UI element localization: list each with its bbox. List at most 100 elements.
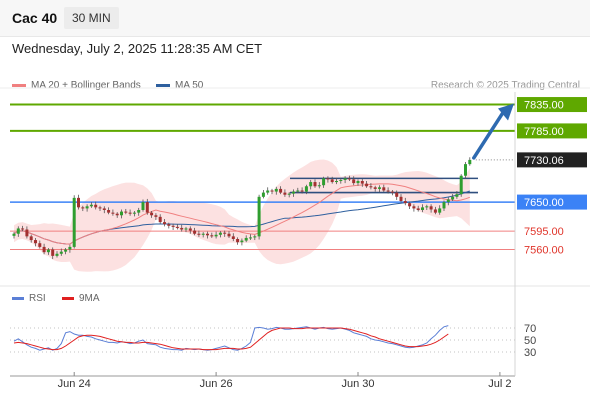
- chart-header: Cac 40 30 MIN: [0, 0, 590, 37]
- projection-arrow-head: [498, 103, 514, 121]
- candle-body-7: [42, 246, 46, 253]
- candle-body-104: [459, 175, 463, 195]
- rsi-level-label-30: 30: [524, 347, 536, 359]
- candle-body-102: [451, 196, 455, 200]
- candle-body-28: [132, 212, 136, 214]
- candle-body-96: [425, 206, 429, 208]
- level-tag-7730.06: 7730.06: [524, 155, 564, 167]
- candle-body-27: [128, 212, 132, 214]
- candle-body-69: [309, 182, 313, 187]
- candle-body-9: [51, 249, 55, 256]
- candle-body-36: [167, 224, 171, 226]
- legend-label-ma20: MA 20 + Bollinger Bands: [31, 80, 141, 91]
- candle-body-51: [231, 236, 235, 239]
- candle-body-100: [442, 202, 446, 209]
- candle-body-6: [38, 243, 42, 247]
- candle-body-91: [403, 201, 407, 204]
- rsi-level-label-70: 70: [524, 323, 536, 335]
- candle-body-1: [16, 228, 20, 234]
- candle-body-58: [261, 192, 265, 197]
- candle-body-92: [408, 203, 412, 207]
- candle-body-43: [197, 233, 201, 235]
- candle-body-81: [360, 181, 364, 184]
- x-tick-label-Jul 2: Jul 2: [488, 378, 511, 390]
- candle-body-2: [21, 228, 25, 230]
- candle-body-63: [283, 192, 287, 195]
- candle-body-48: [218, 232, 222, 235]
- candle-body-87: [386, 190, 390, 192]
- candle-body-0: [12, 233, 16, 236]
- candle-body-37: [171, 225, 175, 227]
- candle-body-46: [210, 235, 214, 237]
- candle-body-66: [296, 190, 300, 192]
- candle-body-13: [68, 246, 72, 250]
- candle-body-85: [378, 187, 381, 189]
- candle-body-80: [356, 181, 360, 184]
- candle-body-59: [266, 190, 270, 193]
- candle-body-72: [322, 178, 326, 186]
- legend-label-9ma: 9MA: [79, 293, 100, 304]
- candle-body-29: [137, 210, 141, 213]
- candle-body-65: [292, 191, 295, 194]
- candle-body-60: [270, 190, 274, 192]
- candle-body-61: [274, 188, 278, 192]
- candle-body-84: [373, 187, 377, 189]
- candle-body-52: [236, 239, 240, 243]
- legend-swatch-rsi: [12, 296, 24, 300]
- level-tag-bg-7785.00: [517, 123, 587, 139]
- candle-body-5: [34, 240, 37, 244]
- candle-body-97: [429, 206, 433, 210]
- candle-body-68: [304, 186, 308, 192]
- candle-body-12: [64, 249, 68, 252]
- timeframe-button[interactable]: 30 MIN: [64, 7, 119, 29]
- candle-body-4: [29, 236, 33, 241]
- legend-swatch-ma50: [156, 83, 170, 87]
- legend-item-ma20: MA 20 + Bollinger Bands: [12, 80, 141, 91]
- level-tag-bg-7730.06: [517, 152, 587, 168]
- candle-body-47: [214, 234, 218, 237]
- candle-body-62: [279, 188, 283, 193]
- candle-body-90: [399, 196, 403, 202]
- candle-body-11: [59, 251, 63, 254]
- candle-body-32: [150, 212, 154, 216]
- candle-body-64: [287, 193, 291, 195]
- candle-body-21: [102, 208, 106, 210]
- candle-body-39: [180, 227, 184, 230]
- candle-body-41: [188, 228, 192, 231]
- candle-body-17: [85, 206, 89, 209]
- candle-body-40: [184, 228, 188, 230]
- x-tick-label-Jun 26: Jun 26: [200, 378, 233, 390]
- candle-body-70: [313, 182, 317, 187]
- candle-body-15: [77, 197, 80, 208]
- rsi-line: [13, 325, 449, 351]
- credit-text: Research © 2025 Trading Central: [430, 80, 580, 91]
- candle-body-94: [416, 208, 420, 210]
- candle-body-16: [81, 207, 85, 209]
- candle-body-95: [421, 207, 424, 210]
- candle-body-79: [352, 179, 356, 184]
- candle-body-93: [412, 206, 416, 209]
- level-tag-7560.00: 7560.00: [524, 245, 564, 257]
- candle-body-19: [94, 204, 98, 208]
- candle-body-10: [55, 253, 59, 256]
- level-tag-7650.00: 7650.00: [524, 197, 564, 209]
- candle-body-18: [89, 204, 93, 207]
- bollinger-band-area: [14, 159, 470, 272]
- level-tag-bg-7835.00: [517, 97, 587, 113]
- candle-body-25: [120, 211, 123, 216]
- candle-body-38: [175, 226, 179, 228]
- rsi-level-label-50: 50: [524, 335, 536, 347]
- candle-body-42: [193, 230, 197, 234]
- candle-body-22: [107, 210, 111, 213]
- candle-body-83: [369, 186, 373, 188]
- candle-body-75: [335, 181, 338, 183]
- ma20-line: [13, 183, 470, 245]
- level-tag-bg-7650.00: [517, 194, 587, 210]
- candle-body-14: [72, 197, 76, 247]
- candle-body-88: [390, 191, 394, 193]
- candle-body-78: [347, 178, 351, 180]
- candle-body-33: [154, 215, 158, 217]
- candle-body-35: [163, 222, 166, 225]
- projection-arrow-line: [472, 110, 505, 160]
